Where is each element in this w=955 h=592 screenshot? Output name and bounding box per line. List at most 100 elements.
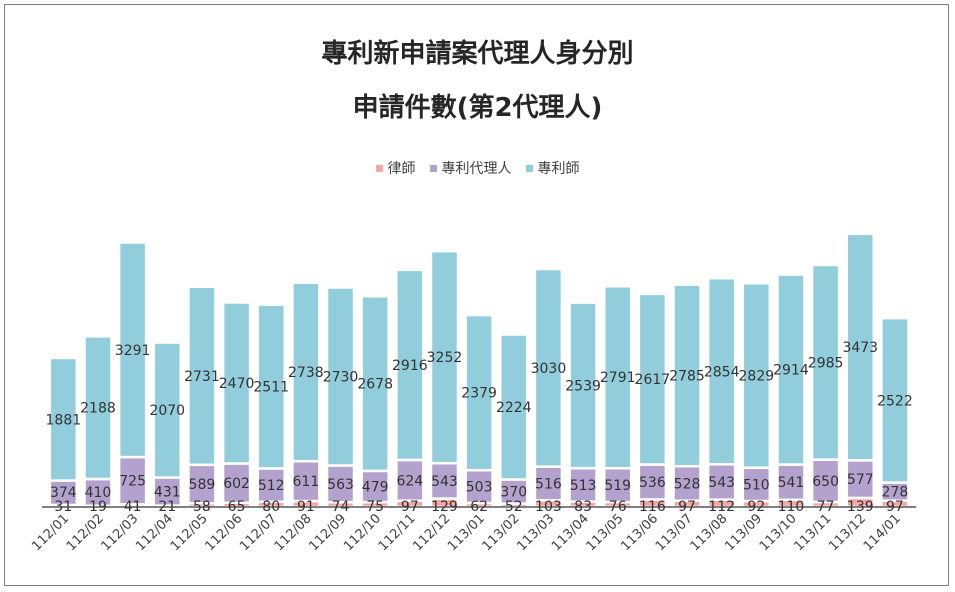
bar-stack: [741, 282, 772, 509]
x-tick-label: 112/12: [410, 511, 453, 554]
bar-segment-patent-attorney: [360, 295, 390, 473]
bar-stack: [83, 335, 113, 509]
legend-label: 專利代理人: [441, 161, 512, 177]
data-label: 2829: [739, 369, 775, 385]
data-label: 3291: [115, 343, 151, 359]
data-label: 31: [54, 499, 72, 515]
bar-segment-patent-agent: [568, 466, 598, 503]
data-label: 503: [466, 480, 493, 496]
data-label: 650: [812, 474, 839, 490]
x-tick-label: 112/07: [237, 511, 280, 554]
x-tick-label: 114/01: [861, 511, 904, 554]
data-label: 52: [505, 499, 523, 515]
data-label: 2985: [808, 355, 844, 371]
bar-stack: [325, 286, 356, 509]
x-tick-label: 113/05: [584, 511, 627, 554]
data-label: 77: [817, 499, 835, 515]
data-label: 3473: [842, 340, 878, 356]
bar-stack: [291, 281, 321, 509]
data-label: 2678: [357, 377, 393, 393]
bar-stack: [187, 285, 217, 509]
bar-segment-patent-attorney: [672, 283, 702, 468]
data-label: 116: [639, 499, 666, 515]
bar-stack: [810, 263, 841, 509]
data-label: 374: [50, 485, 77, 501]
data-label: 563: [327, 477, 354, 493]
data-label: 2539: [565, 378, 601, 394]
x-tick-label: 112/02: [64, 511, 107, 554]
data-label: 2730: [323, 369, 359, 385]
data-label: 2916: [392, 358, 428, 374]
data-label: 543: [431, 474, 458, 490]
legend-label: 律師: [387, 161, 416, 177]
legend-swatch: [375, 164, 383, 172]
data-label: 2470: [219, 376, 255, 392]
data-label: 278: [882, 485, 909, 501]
data-label: 58: [193, 499, 211, 515]
x-tick-label: 112/05: [168, 511, 211, 554]
bar-segment-patent-agent: [845, 459, 876, 500]
data-label: 624: [396, 473, 423, 489]
data-label: 3252: [427, 350, 463, 366]
bar-stack: [429, 249, 460, 509]
data-label: 21: [158, 499, 176, 515]
bar-stack: [776, 273, 806, 509]
x-tick-label: 113/06: [618, 511, 661, 554]
data-label: 2511: [253, 380, 289, 396]
bar-stack: [880, 316, 910, 509]
bar-segment-patent-agent: [395, 458, 425, 502]
bar-segment-patent-agent: [602, 466, 633, 504]
x-tick-label: 113/04: [549, 511, 592, 554]
bar-segment-patent-attorney: [499, 333, 529, 481]
legend-item-lawyer: 律師: [375, 158, 416, 178]
x-tick-label: 113/12: [826, 511, 869, 554]
x-tick-label: 113/09: [722, 511, 765, 554]
data-label: 80: [262, 499, 280, 515]
data-label: 602: [223, 476, 250, 492]
data-label: 2070: [149, 403, 185, 419]
x-tick-label: 112/09: [306, 511, 349, 554]
data-label: 62: [470, 499, 488, 515]
bar-segment-patent-attorney: [429, 249, 460, 465]
data-label: 510: [743, 477, 770, 493]
data-label: 589: [189, 477, 216, 493]
data-label: 577: [847, 472, 874, 488]
data-label: 2785: [669, 368, 705, 384]
bar-segment-patent-attorney: [187, 285, 217, 467]
x-tick-label: 113/02: [480, 511, 523, 554]
x-tick-label: 112/01: [29, 511, 72, 554]
x-tick-label: 113/11: [791, 511, 834, 554]
bar-stack: [360, 295, 390, 509]
bar-segment-patent-attorney: [845, 232, 876, 462]
data-label: 3030: [531, 361, 567, 377]
legend-label: 專利師: [537, 161, 580, 177]
bar-segment-patent-agent: [776, 463, 806, 502]
data-label: 97: [678, 499, 696, 515]
data-label: 92: [747, 499, 765, 515]
data-label: 512: [258, 478, 285, 494]
x-tick-label: 113/10: [757, 511, 800, 554]
bar-stack: [637, 292, 668, 509]
data-label: 110: [778, 499, 805, 515]
data-label: 519: [604, 478, 631, 494]
data-label: 528: [674, 476, 701, 492]
bar-segment-patent-attorney: [533, 267, 564, 468]
bar-segment-patent-agent: [360, 469, 390, 504]
data-label: 2617: [635, 372, 671, 388]
data-label: 431: [154, 485, 181, 501]
bar-segment-patent-attorney: [83, 335, 113, 481]
bar-segment-patent-attorney: [464, 313, 494, 472]
data-label: 41: [124, 499, 142, 515]
bar-stack: [152, 341, 183, 509]
data-label: 97: [886, 499, 904, 515]
bar-segment-patent-attorney: [256, 303, 286, 470]
bar-segment-patent-attorney: [602, 284, 633, 470]
bar-segment-patent-agent: [152, 476, 183, 507]
x-tick-label: 113/07: [653, 511, 696, 554]
bar-stack: [706, 276, 737, 509]
data-label: 2791: [600, 370, 636, 386]
bar-stack: [395, 268, 425, 509]
data-label: 1881: [46, 412, 82, 428]
data-label: 479: [362, 479, 389, 495]
x-tick-label: 112/08: [272, 511, 315, 554]
